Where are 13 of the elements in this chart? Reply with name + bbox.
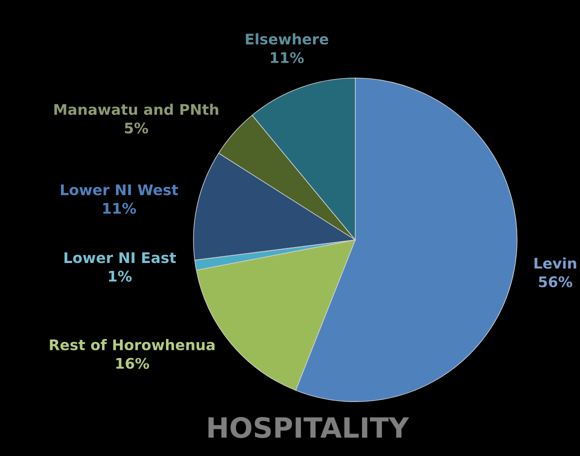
data-label: 56% [538, 276, 572, 288]
data-label: 5% [124, 122, 148, 134]
data-label: 11% [270, 52, 304, 64]
slice-label: Levin [534, 257, 576, 269]
slice-label: Elsewhere [246, 33, 328, 45]
data-label: 11% [103, 202, 136, 214]
slice-label: Lower NI East [64, 252, 176, 264]
text: HOSPITALITY [208, 417, 410, 438]
slice-label: Rest of Horowhenua [50, 339, 214, 350]
data-label: 1% [109, 270, 132, 282]
data-label: 16% [116, 358, 150, 369]
slice-label: Manawatu and PNth [54, 104, 218, 115]
slice-label: Lower NI West [61, 184, 178, 196]
